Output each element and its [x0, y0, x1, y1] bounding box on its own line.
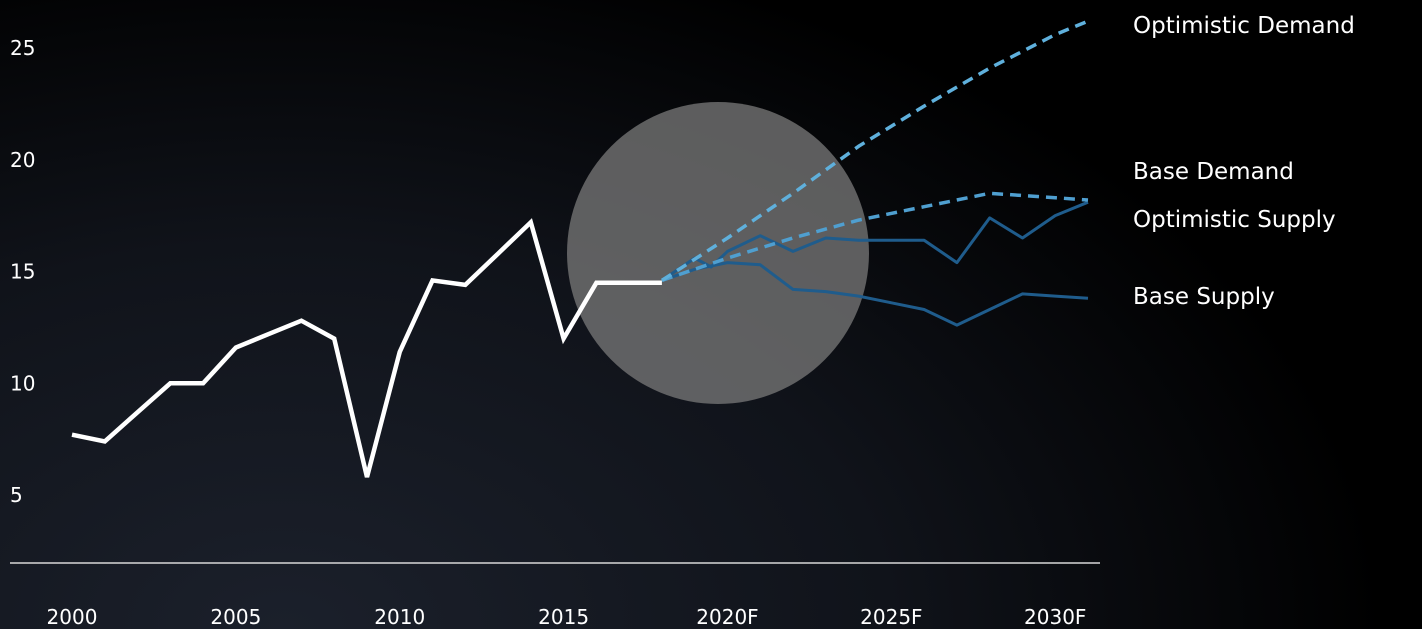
y-tick-label: 25	[10, 36, 35, 60]
series-layer	[71, 19, 1089, 478]
y-tick-label: 15	[10, 260, 35, 284]
legend-label-base-supply: Base Supply	[1133, 284, 1275, 310]
x-tick-label: 2010	[374, 605, 425, 629]
x-tick-label: 2000	[47, 605, 98, 629]
legend-label-optimistic-supply: Optimistic Supply	[1133, 207, 1336, 233]
legend: Optimistic Demand Base Demand Optimistic S…	[1133, 13, 1355, 310]
y-tick-label: 10	[10, 371, 35, 395]
x-tick-label: 2005	[210, 605, 261, 629]
series-line-optimistic-demand	[660, 19, 1089, 282]
y-tick-label: 5	[10, 483, 23, 507]
series-line-base-demand	[661, 191, 1089, 283]
x-tick-label: 2015	[538, 605, 589, 629]
y-tick-label: 20	[10, 148, 35, 172]
highlight-circle	[567, 102, 869, 404]
series-line-historical	[71, 218, 662, 478]
x-tick-label: 2020F	[696, 605, 758, 629]
legend-label-base-demand: Base Demand	[1133, 159, 1294, 185]
x-tick-label: 2030F	[1024, 605, 1086, 629]
axes: 5 10 15 20 25 2000 2005 2010 2015 2020F 2025F 2030F	[10, 36, 1100, 629]
legend-label-optimistic-demand: Optimistic Demand	[1133, 13, 1355, 39]
x-tick-label: 2025F	[860, 605, 922, 629]
series-line-base-supply	[661, 261, 1089, 327]
highlight-circle-layer	[567, 102, 869, 404]
